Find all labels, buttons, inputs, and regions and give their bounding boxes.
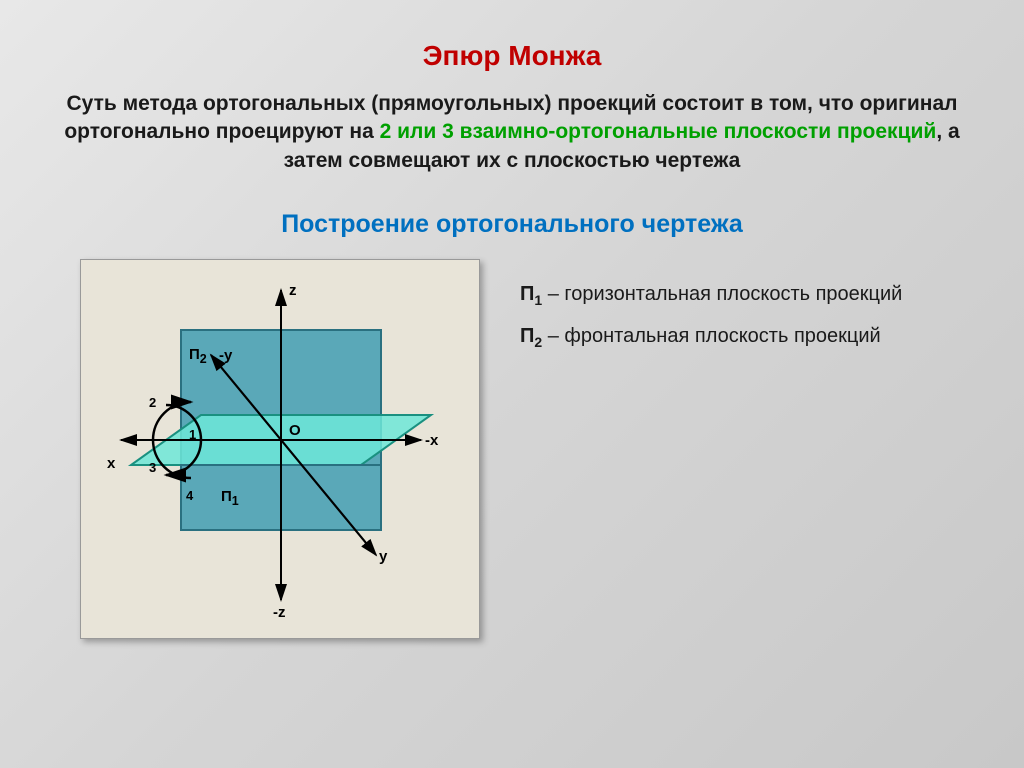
body-paragraph: Суть метода ортогональных (прямоугольных…	[0, 72, 1024, 175]
p1-label: П1	[221, 488, 239, 508]
page-title: Эпюр Монжа	[0, 0, 1024, 72]
legend: П1 – горизонтальная плоскость проекций П…	[520, 259, 902, 639]
neg-x-label: -x	[425, 432, 438, 449]
neg-z-label: -z	[273, 604, 286, 621]
p2-label: П2	[189, 346, 207, 366]
num-3: 3	[149, 460, 156, 475]
legend-p1: П1 – горизонтальная плоскость проекций	[520, 279, 902, 311]
x-label: x	[107, 455, 115, 472]
diagram-container: z -z x -x y -y O П2 П1 1 2 3 4	[80, 259, 480, 639]
subtitle: Построение ортогонального чертежа	[0, 175, 1024, 239]
y-label: y	[379, 548, 387, 565]
neg-y-label: -y	[219, 347, 232, 364]
num-2: 2	[149, 395, 156, 410]
highlight-num: 2 или 3	[380, 120, 454, 143]
highlight-rest: взаимно-ортогональные плоскости проекций	[454, 120, 937, 143]
z-label: z	[289, 282, 297, 299]
diagram-svg	[81, 260, 481, 640]
num-4: 4	[186, 488, 193, 503]
num-1: 1	[189, 427, 196, 442]
origin-label: O	[289, 422, 301, 439]
legend-p2: П2 – фронтальная плоскость проекций	[520, 321, 902, 353]
